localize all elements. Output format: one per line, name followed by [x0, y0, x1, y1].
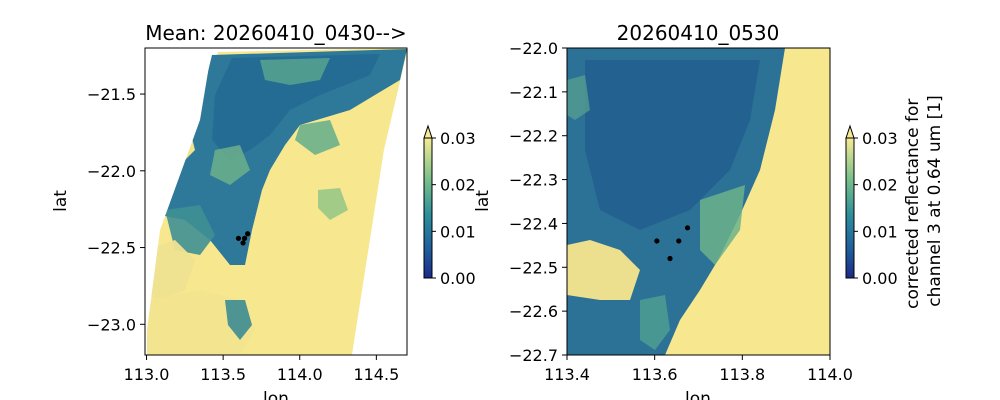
panel-1-xlabel: lon: [263, 389, 289, 400]
location-marker: [245, 231, 251, 237]
panel-2-axes: 113.4 113.6 113.8 114.0 −22.0 −22.1 −22.2 −22.3…: [509, 39, 853, 384]
x-tick-label: 113.5: [200, 365, 246, 384]
location-marker: [684, 225, 691, 231]
y-tick-label: −22.0: [87, 162, 136, 181]
x-tick-label: 114.0: [277, 365, 323, 384]
y-tick-label: −22.5: [509, 258, 558, 277]
panel-1: Mean: 20260410_0430--> 113.0 113.5: [51, 21, 476, 400]
colorbar-label: corrected reflectance for channel 3 at 0…: [903, 93, 945, 309]
x-tick-label: 113.0: [124, 365, 170, 384]
panel-2-ylabel: lat: [473, 190, 493, 212]
panel-1-frame: [144, 47, 408, 356]
location-marker: [241, 235, 248, 241]
panel-1-title: Mean: 20260410_0430-->: [145, 21, 406, 45]
colorbar-tick-label: 0.02: [862, 176, 898, 195]
panel-2: 20260410_0530 113.4 113.6 113.8 114.0 −22.0 −…: [473, 21, 945, 400]
y-tick-label: −22.7: [509, 346, 558, 365]
colorbar-tick-label: 0.01: [862, 222, 898, 241]
panel-1-markers: [235, 231, 251, 246]
y-tick-label: −22.1: [509, 83, 558, 102]
panel-2-title: 20260410_0530: [617, 21, 780, 45]
y-tick-label: −22.2: [509, 127, 558, 146]
x-tick-label: 113.8: [719, 365, 765, 384]
location-marker: [676, 238, 682, 244]
x-tick-label: 113.4: [544, 365, 590, 384]
panel-1-colorbar: 0.00 0.01 0.02 0.03: [423, 124, 476, 288]
y-tick-label: −22.0: [509, 39, 558, 58]
y-tick-label: −22.6: [509, 302, 558, 321]
colorbar-tick-label: 0.00: [862, 269, 898, 288]
panel-2-markers: [654, 225, 691, 262]
panel-2-colorbar: 0.00 0.01 0.02 0.03 corrected reflectance f…: [845, 93, 945, 309]
location-marker: [654, 238, 660, 244]
x-tick-label: 114.0: [807, 365, 853, 384]
location-marker: [235, 235, 242, 241]
y-tick-label: −21.5: [87, 85, 136, 104]
panel-2-xlabel: lon: [685, 389, 711, 400]
x-tick-label: 113.6: [632, 365, 678, 384]
colorbar-tick-label: 0.02: [440, 176, 476, 195]
panel-1-ylabel: lat: [51, 190, 71, 212]
colorbar-tick-label: 0.03: [862, 129, 898, 148]
location-marker: [667, 255, 673, 262]
y-tick-label: −22.5: [87, 239, 136, 258]
colorbar-tick-label: 0.03: [440, 129, 476, 148]
y-tick-label: −22.3: [509, 171, 558, 190]
colorbar-tick-label: 0.01: [440, 222, 476, 241]
y-tick-label: −22.4: [509, 214, 558, 233]
panel-1-image: [145, 48, 407, 355]
location-marker: [240, 240, 246, 246]
panel-2-image: [567, 48, 830, 355]
panel-1-axes: 113.0 113.5 114.0 114.5 −21.5 −22.0 −22.5 −23.0: [87, 85, 399, 384]
y-tick-label: −23.0: [87, 315, 136, 334]
panel-2-frame: [566, 47, 831, 356]
colorbar-tick-label: 0.00: [440, 269, 476, 288]
x-tick-label: 114.5: [353, 365, 399, 384]
